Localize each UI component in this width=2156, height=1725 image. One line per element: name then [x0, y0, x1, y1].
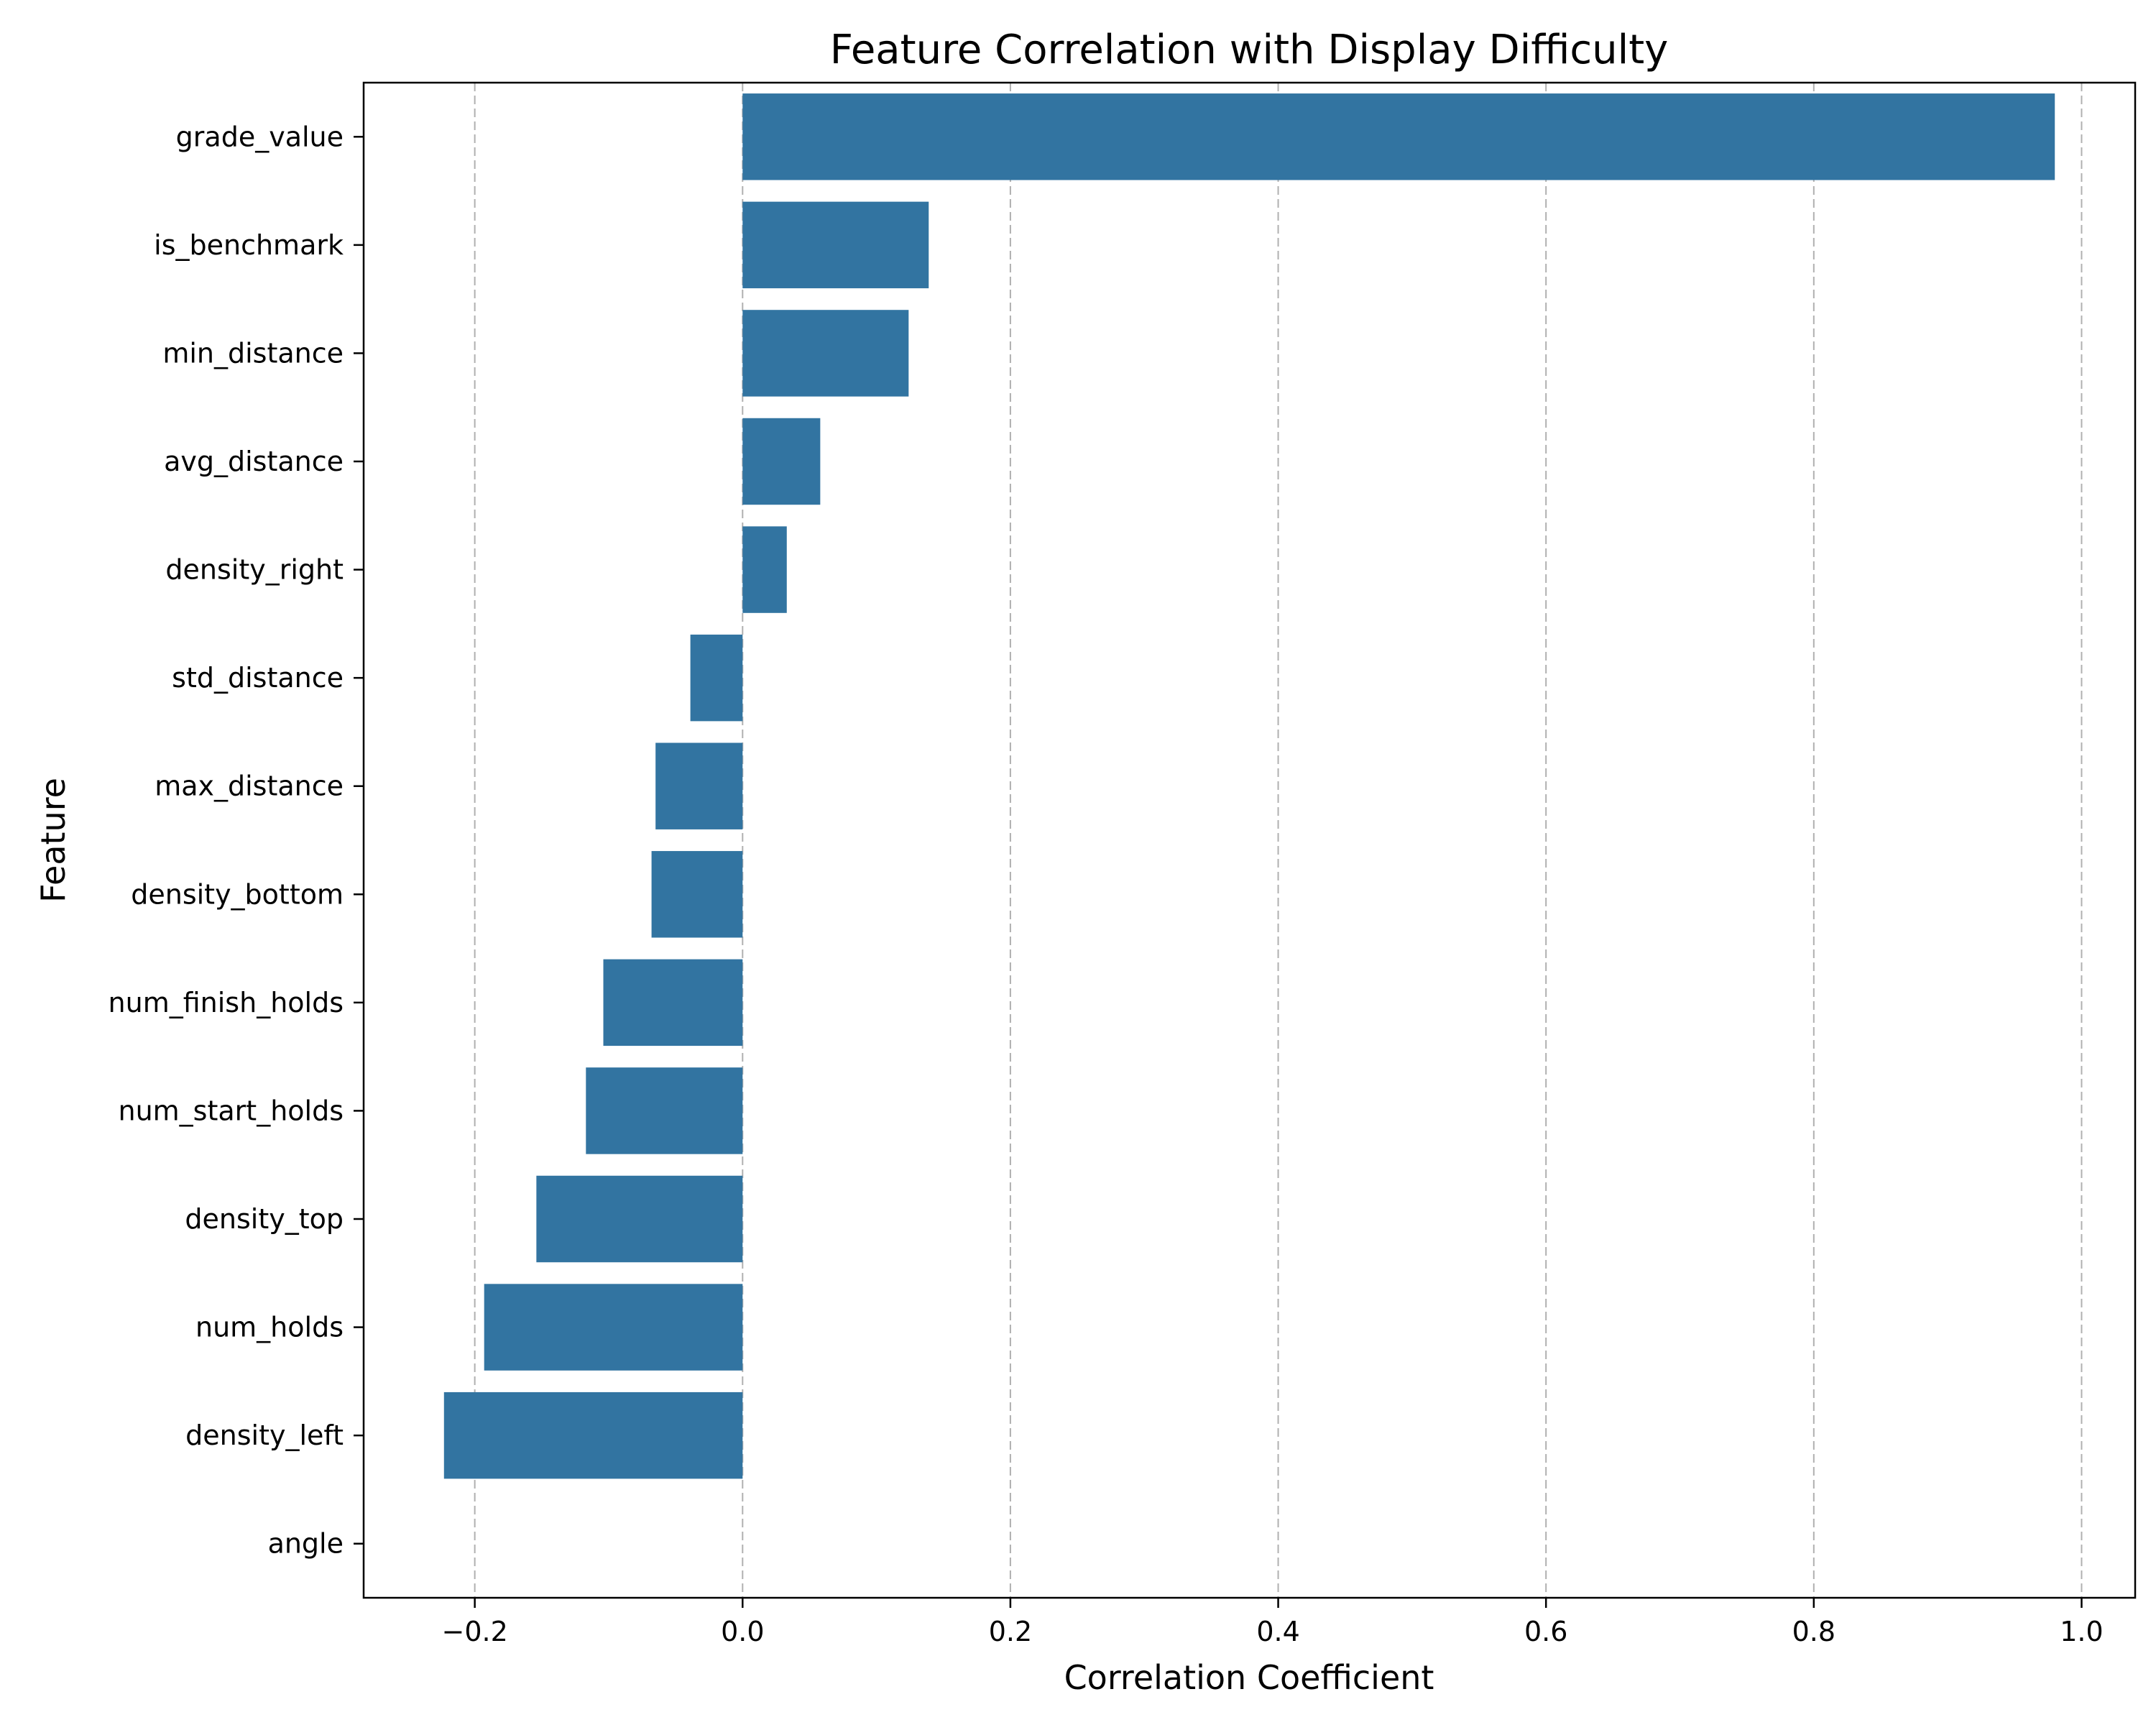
y-axis-ticks: grade_value is_benchmark min_distance avg_d…: [109, 121, 364, 1560]
y-tick-label: density_left: [185, 1420, 344, 1451]
x-tick-label: −0.2: [442, 1616, 508, 1647]
y-tick-label: density_top: [185, 1203, 344, 1235]
y-tick-label: is_benchmark: [154, 229, 344, 261]
x-tick-label: 0.0: [721, 1616, 764, 1647]
bar-grade-value: [742, 93, 2055, 180]
bar-num-holds: [484, 1284, 743, 1371]
bar-density-left: [443, 1392, 743, 1479]
bars: [443, 93, 2055, 1479]
x-axis-label: Correlation Coefficient: [1064, 1658, 1434, 1697]
y-tick-label: num_finish_holds: [109, 987, 344, 1018]
bar-avg-distance: [742, 418, 821, 505]
bar-std-distance: [690, 634, 743, 722]
bar-density-top: [536, 1175, 743, 1263]
x-tick-label: 0.2: [989, 1616, 1032, 1647]
x-tick-label: 0.8: [1792, 1616, 1835, 1647]
y-tick-label: avg_distance: [164, 446, 344, 477]
y-tick-label: density_right: [165, 554, 344, 586]
y-tick-label: density_bottom: [131, 878, 344, 910]
bar-num-finish-holds: [603, 959, 743, 1046]
bar-max-distance: [655, 742, 743, 829]
y-tick-label: num_start_holds: [119, 1095, 344, 1126]
y-tick-label: std_distance: [172, 662, 344, 694]
y-axis-label: Feature: [34, 778, 73, 903]
y-tick-label: min_distance: [162, 337, 344, 369]
bar-density-bottom: [651, 851, 743, 938]
y-tick-label: num_holds: [195, 1312, 344, 1343]
bar-num-start-holds: [586, 1067, 743, 1154]
x-tick-label: 0.4: [1256, 1616, 1299, 1647]
y-tick-label: max_distance: [155, 770, 344, 802]
x-tick-label: 0.6: [1524, 1616, 1567, 1647]
bar-is-benchmark: [742, 201, 929, 289]
x-axis-ticks: −0.2 0.0 0.2 0.4 0.6 0.8 1.0: [442, 1598, 2104, 1647]
plot-frame: [362, 81, 2137, 1599]
y-tick-label: grade_value: [176, 121, 344, 152]
y-tick-label: angle: [268, 1528, 344, 1560]
x-tick-label: 1.0: [2060, 1616, 2103, 1647]
bar-density-right: [742, 526, 787, 613]
chart-title: Feature Correlation with Display Difficu…: [830, 27, 1669, 73]
bar-min-distance: [742, 310, 909, 397]
